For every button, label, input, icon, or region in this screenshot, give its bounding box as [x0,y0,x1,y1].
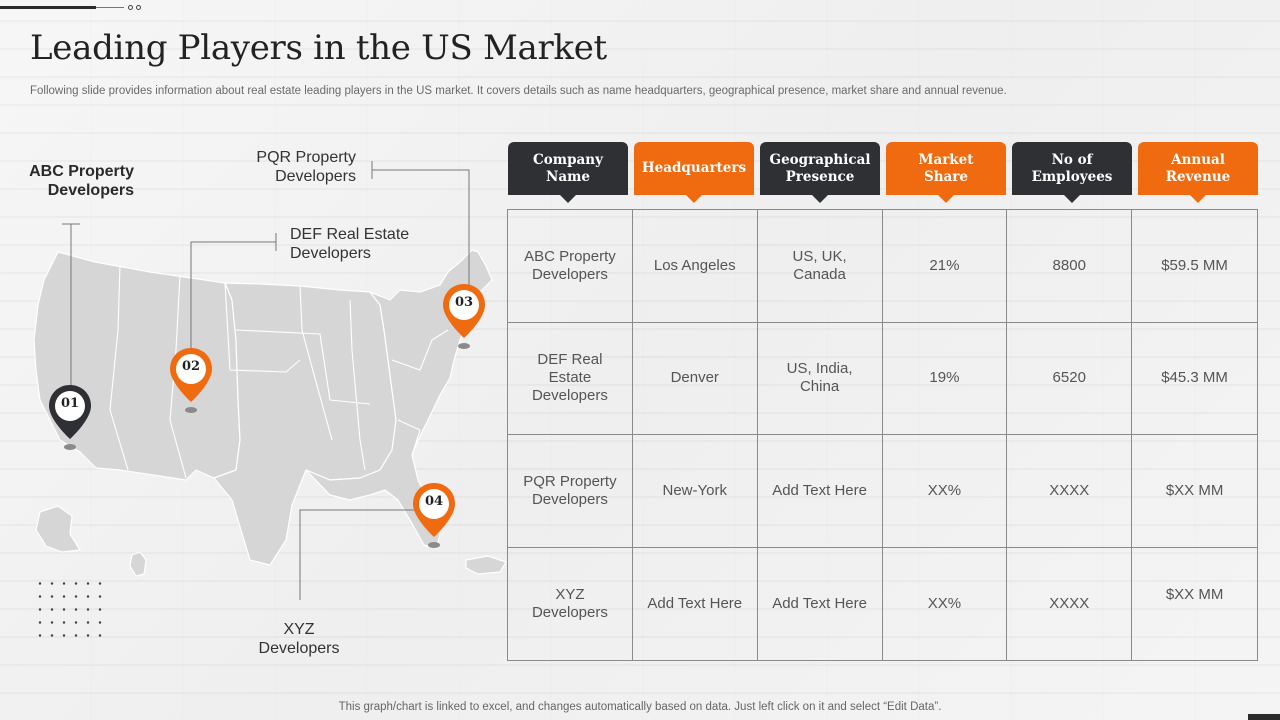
top-accent-bar [0,6,96,9]
table-cell: 21% [882,210,1008,323]
table-cell: XX% [883,547,1008,660]
table-cell: Add Text Here [757,435,883,548]
table-cell: US, India, China [757,322,883,435]
table-cell: PQR Property Developers [508,435,633,548]
pin-number: 02 [181,359,201,374]
top-dot-2 [136,5,141,10]
players-table: ABC Property Developers Los Angeles US, U… [507,209,1258,661]
corner-accent-bar [1248,714,1280,720]
header-company-name: Company Name [508,142,628,203]
label-xyz: XYZ Developers [258,621,340,657]
pin-number: 01 [60,396,80,411]
map-pin-icon [170,348,212,413]
table-cell: Los Angeles [632,210,758,323]
map-pin-icon [49,385,91,450]
table-cell: 19% [882,322,1008,435]
leader-pqr [372,169,470,300]
table-cell: US, UK, Canada [757,210,883,323]
location-pin-02[interactable]: 02 [168,346,216,416]
table-cell: ABC Property Developers [508,210,633,323]
location-pin-04[interactable]: 04 [411,481,459,551]
table-cell: $XX MM [1165,585,1224,603]
header-market-share: Market Share [886,142,1006,203]
map-alaska [35,505,81,553]
table-header-row: Company Name Headquarters Geographical Pre… [508,142,1258,206]
leader-xyz [299,509,434,600]
table-cell: XX% [882,435,1008,548]
table-cell: Add Text Here [633,547,758,660]
header-no-of-employees: No of Employees [1012,142,1132,203]
top-accent-line [96,7,124,8]
label-pqr-property: PQR Property Developers [256,149,356,185]
pin-number: 03 [454,295,474,310]
table-cell: DEF Real Estate Developers [508,322,633,435]
pin-number: 04 [424,494,444,509]
table-cell: 6520 [1007,322,1133,435]
header-geographical-presence: Geographical Presence [760,142,880,203]
map-east [305,249,493,549]
header-annual-revenue: Annual Revenue [1138,142,1258,203]
leader-def [190,241,276,370]
location-pin-01[interactable]: 01 [47,383,95,453]
table-cell: $45.3 MM [1132,323,1257,435]
page-title: Leading Players in the US Market [30,28,607,68]
table-cell: XXXX [1007,435,1133,548]
us-map [33,161,507,600]
location-pin-03[interactable]: 03 [441,282,489,352]
map-pin-icon [443,284,485,349]
decorative-dot-grid [34,577,110,645]
label-abc-property: ABC Property Developers [29,163,134,199]
top-dot-1 [128,5,133,10]
footer-note: This graph/chart is linked to excel, and… [338,701,942,713]
table-cell: XYZ Developers [508,547,633,660]
table-cell: 8800 [1007,210,1133,323]
map-central [213,282,397,566]
map-hawaii [129,551,147,577]
table-cell: $59.5 MM [1132,210,1257,323]
map-pin-icon [413,483,455,548]
label-def-real-estate: DEF Real Estate Developers [290,226,410,262]
table-cell: Denver [632,322,758,435]
table-cell: XXXX [1007,547,1133,660]
header-headquarters: Headquarters [634,142,754,203]
map-caribbean [465,555,507,575]
table-cell: Add Text Here [758,547,883,660]
table-cell: $XX MM [1132,435,1257,548]
table-cell: New-York [632,435,758,548]
page-subtitle: Following slide provides information abo… [30,85,1007,97]
